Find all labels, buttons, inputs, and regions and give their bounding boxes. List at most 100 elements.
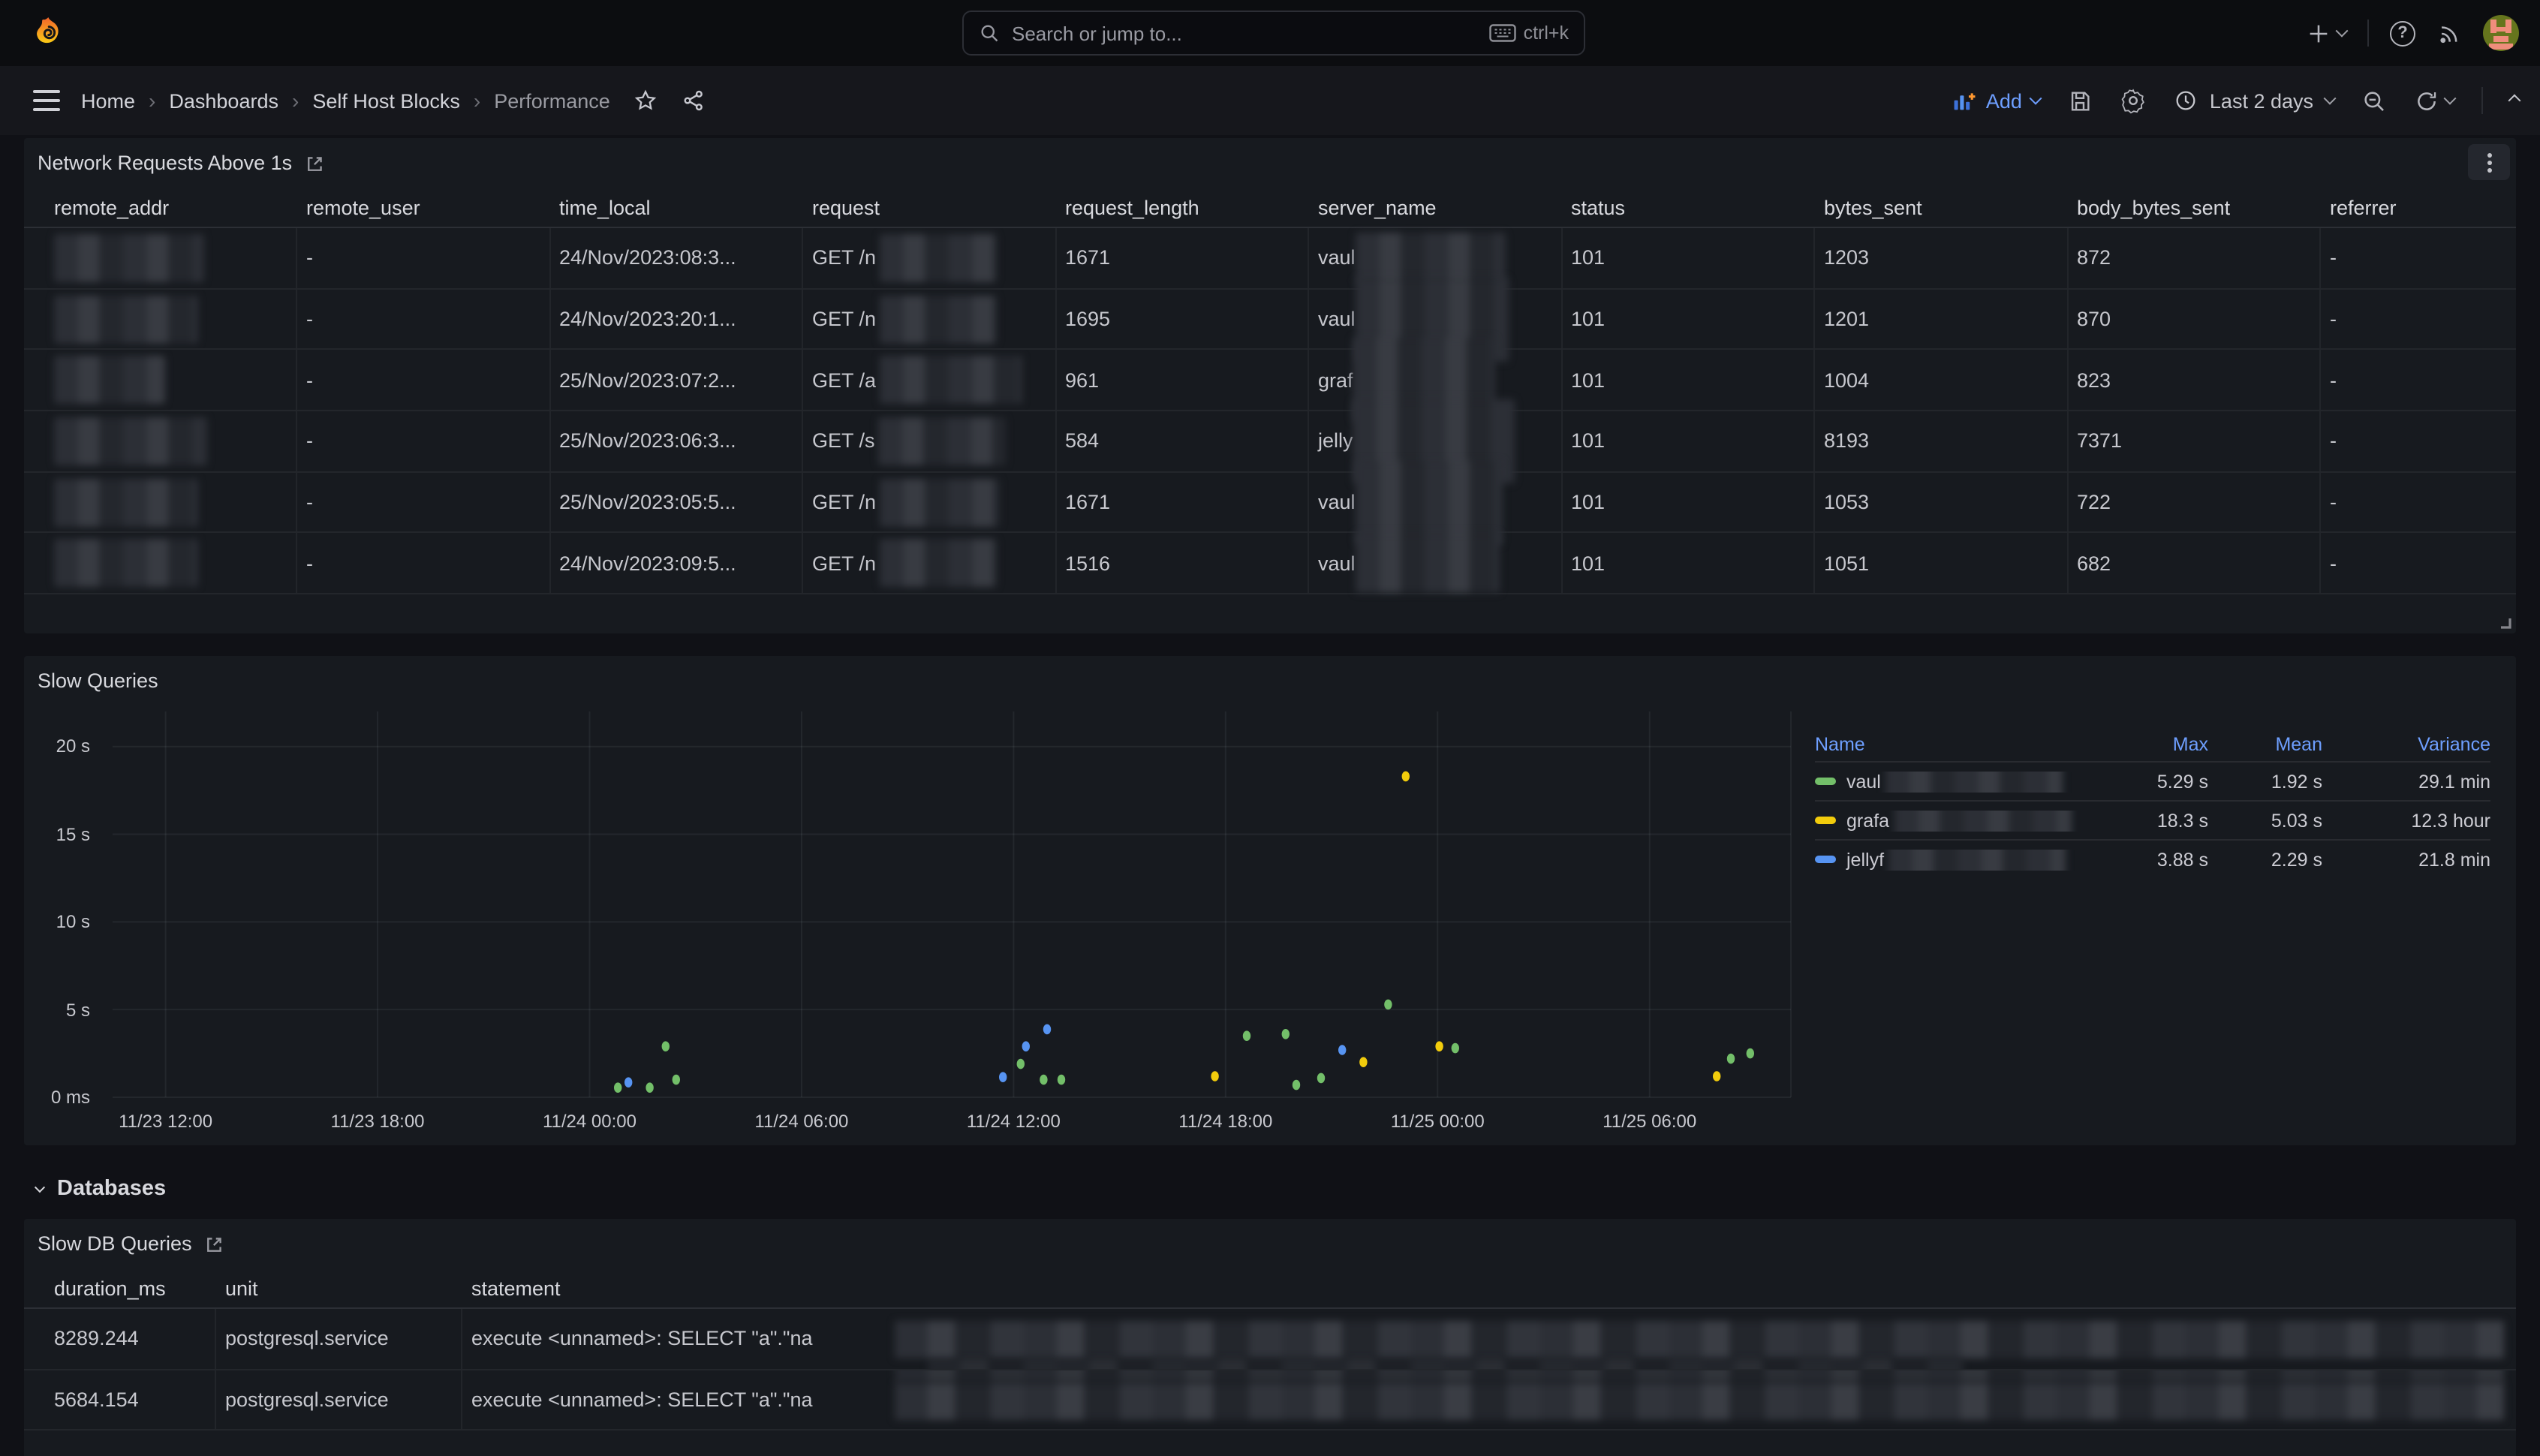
share-button[interactable] [682,89,706,113]
redacted-value [879,540,996,588]
x-tick-label: 11/25 06:00 [1603,1111,1696,1132]
column-header[interactable]: request [803,189,1056,227]
column-header[interactable]: statement [462,1270,2516,1307]
cell-unit: postgresql.service [216,1370,462,1429]
y-axis: 0 ms5 s10 s15 s20 s [24,711,102,1097]
column-header[interactable]: unit [216,1270,462,1307]
dashboard-toolbar: Home›Dashboards›Self Host Blocks›Perform… [0,66,2540,135]
cell-request: GET /a [803,350,1056,410]
column-header[interactable]: duration_ms [24,1270,216,1307]
column-header[interactable]: remote_user [297,189,550,227]
legend-mean: 5.03 s [2208,810,2322,831]
scatter-point [1317,1073,1325,1084]
column-header[interactable]: status [1562,189,1815,227]
external-link-icon[interactable] [204,1233,225,1254]
news-button[interactable] [2436,20,2462,46]
section-databases-toggle[interactable]: Databases [36,1171,166,1207]
cell-request: GET /n [803,228,1056,287]
column-header[interactable]: referrer [2321,189,2516,227]
dashboard-settings-button[interactable] [2120,87,2147,114]
cell-status: 101 [1562,473,1815,532]
panel-title[interactable]: Network Requests Above 1s [38,152,292,174]
legend-variance: 12.3 hour [2322,810,2490,831]
scatter-point [1058,1075,1065,1085]
legend-series-name[interactable]: grafa [1815,810,2079,831]
scatter-point [1040,1075,1047,1085]
column-header[interactable]: body_bytes_sent [2068,189,2321,227]
legend-header-mean[interactable]: Mean [2208,734,2322,755]
scatter-point [1727,1054,1735,1064]
scatter-point [1452,1043,1459,1054]
cell-referrer: - [2321,350,2516,410]
cell-body-bytes-sent: 823 [2068,350,2321,410]
column-header[interactable]: remote_addr [24,189,297,227]
legend-series-name[interactable]: vaul [1815,771,2079,792]
time-range-picker[interactable]: Last 2 days [2174,89,2334,113]
panel-title[interactable]: Slow Queries [38,669,158,692]
cell-request-length: 1516 [1056,534,1309,594]
cell-status: 101 [1562,289,1815,348]
legend-max: 3.88 s [2079,849,2208,870]
add-panel-button[interactable]: Add [1952,88,2040,113]
new-menu-button[interactable] [2306,20,2346,46]
collapse-toolbar-button[interactable] [2510,96,2519,105]
redacted-value [928,1358,1964,1368]
grafana-logo-icon[interactable] [30,15,66,51]
scatter-point [999,1072,1007,1082]
column-header[interactable]: time_local [550,189,803,227]
table-body: 8289.244postgresql.serviceexecute <unnam… [24,1309,2516,1431]
scatter-point [624,1077,632,1087]
redacted-value [54,417,207,465]
cell-remote-user: - [297,534,550,594]
series-name-prefix: grafa [1846,810,1889,831]
search-input[interactable]: Search or jump to... ctrl+k [962,11,1585,56]
column-header[interactable]: request_length [1056,189,1309,227]
external-link-icon[interactable] [304,152,325,173]
legend-mean: 1.92 s [2208,771,2322,792]
x-tick-label: 11/23 12:00 [119,1111,212,1132]
legend-header-max[interactable]: Max [2079,734,2208,755]
refresh-button[interactable] [2414,88,2454,113]
zoom-out-time-button[interactable] [2361,88,2387,113]
legend-header-name[interactable]: Name [1815,734,2079,755]
save-dashboard-button[interactable] [2067,88,2093,113]
cell-remote-addr [24,473,297,532]
scatter-point [646,1082,653,1093]
gear-icon [2120,87,2147,114]
series-color-pill [1815,817,1836,824]
avatar[interactable] [2483,15,2519,51]
breadcrumb-separator-icon: › [149,89,155,113]
request-prefix: GET /n [812,308,876,330]
cell-unit: postgresql.service [216,1309,462,1368]
breadcrumb-item[interactable]: Dashboards [169,89,278,112]
favorite-star-button[interactable] [634,89,658,113]
panel-title[interactable]: Slow DB Queries [38,1232,192,1255]
column-header[interactable]: bytes_sent [1815,189,2068,227]
cell-bytes-sent: 1004 [1815,350,2068,410]
cell-remote-addr [24,289,297,348]
panel-resize-handle[interactable] [2499,617,2511,629]
cell-duration-ms: 5684.154 [24,1370,216,1429]
legend-max: 18.3 s [2079,810,2208,831]
legend-series-name[interactable]: jellyf [1815,849,2079,870]
panel-menu-button[interactable] [2468,144,2510,180]
scatter-point [1293,1080,1300,1090]
help-button[interactable]: ? [2390,20,2415,46]
menu-toggle-button[interactable] [33,90,60,111]
redacted-value [54,478,198,526]
breadcrumb-item[interactable]: Home [81,89,135,112]
breadcrumb-item[interactable]: Self Host Blocks [312,89,460,112]
request-prefix: GET /s [812,430,875,453]
cell-status: 101 [1562,350,1815,410]
table-row: -24/Nov/2023:08:3...GET /n1671vaul101120… [24,228,2516,289]
cell-statement: execute <unnamed>: SELECT "a"."na [462,1309,2516,1368]
legend-row: grafa 18.3 s5.03 s12.3 hour [1815,800,2490,839]
cell-body-bytes-sent: 682 [2068,534,2321,594]
column-header[interactable]: server_name [1309,189,1562,227]
x-tick-label: 11/24 12:00 [967,1111,1061,1132]
server-prefix: vaul [1318,491,1356,513]
redacted-value [895,1321,2504,1358]
cell-body-bytes-sent: 870 [2068,289,2321,348]
x-tick-label: 11/24 06:00 [754,1111,848,1132]
legend-header-variance[interactable]: Variance [2322,734,2490,755]
